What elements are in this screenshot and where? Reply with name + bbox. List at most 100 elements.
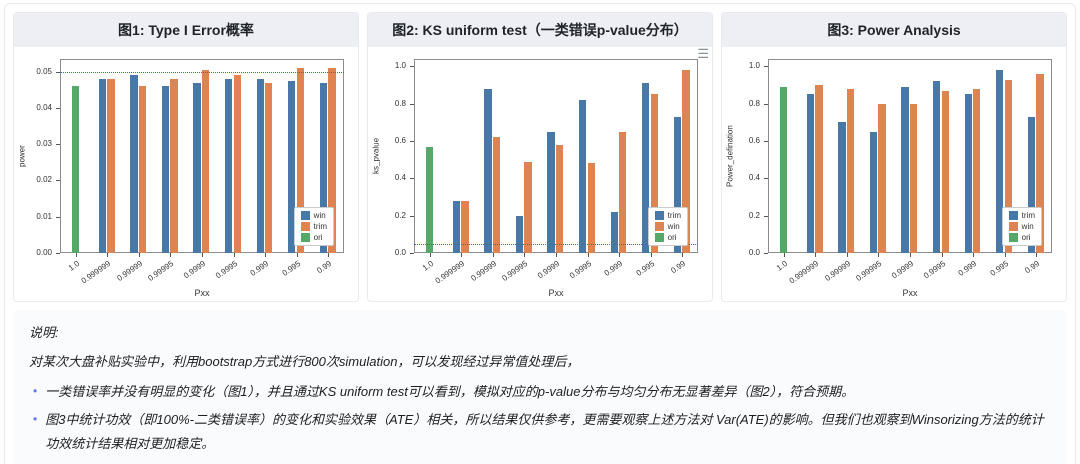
fig1-chart: 0.00 0.01 0.02 0.03 0.04 0.05 1.0 0.999999 0.999… <box>14 47 358 301</box>
note-bullet-1: • 一类错误率并没有明显的变化（图1），并且通过KS uniform test可… <box>29 380 1051 404</box>
y-tick-label: 0.05 <box>36 66 52 76</box>
bar-trim <box>138 86 147 253</box>
bar-win <box>492 137 501 253</box>
legend: trim win ori <box>647 207 688 246</box>
bar-win <box>319 82 327 253</box>
x-tick-mark <box>1004 253 1006 257</box>
x-tick-mark <box>973 253 975 257</box>
bar-win <box>461 200 469 253</box>
legend-label-win: win <box>1021 222 1034 231</box>
legend-label-ori: ori <box>1021 233 1031 242</box>
x-tick-mark <box>783 253 785 257</box>
bar-trim <box>170 78 178 253</box>
bar-win <box>910 103 918 253</box>
bar-win <box>650 94 658 253</box>
bullet-dot-icon: • <box>33 412 38 427</box>
panel-fig3: 图3: Power Analysis 0.0 0.2 0.4 0.6 0.8 1.0 1.0… <box>721 12 1067 302</box>
menu-icon[interactable]: ☰ <box>697 47 709 61</box>
y-tick-mark <box>56 180 60 182</box>
bar-trim <box>452 200 461 253</box>
x-tick-mark <box>1036 253 1038 257</box>
bar-win <box>1004 79 1012 253</box>
bar-win <box>161 86 170 253</box>
legend-label-trim: trim <box>1021 211 1035 220</box>
note-bullet-1-text: 一类错误率并没有明显的变化（图1），并且通过KS uniform test可以看… <box>45 384 855 399</box>
y-tick-mark <box>410 253 414 254</box>
bar-win <box>288 80 296 253</box>
x-tick-mark <box>846 253 848 257</box>
x-tick-mark <box>429 253 431 257</box>
legend-swatch-trim <box>300 222 310 231</box>
y-tick-label: 0.04 <box>36 102 52 112</box>
fig2-title: 图2: KS uniform test（一类错误p-value分布） <box>368 13 712 47</box>
legend-item-win: win <box>300 211 327 220</box>
bar-win <box>682 70 690 253</box>
y-tick-mark <box>56 107 60 109</box>
y-tick-mark <box>764 253 768 254</box>
bar-win <box>973 88 981 253</box>
notes-intro: 对某次大盘补贴实验中，利用bootstrap方式进行800次simulation… <box>29 354 580 369</box>
fig2-chart: ☰ 0.0 0.2 0.4 0.6 0.8 1.0 1.0 0.999999 0.99999 0.… <box>368 47 712 301</box>
y-tick-label: 0.01 <box>36 211 52 221</box>
y-tick-label: 0.02 <box>36 175 52 185</box>
bar-ori <box>779 86 787 253</box>
bar-trim <box>642 83 650 253</box>
x-tick-mark <box>650 253 652 257</box>
x-tick-mark <box>265 253 267 257</box>
reference-line <box>60 71 344 73</box>
legend-label-win: win <box>313 211 326 220</box>
legend-label-win: win <box>667 222 680 231</box>
y-tick-mark <box>764 66 768 68</box>
legend-swatch-ori <box>1008 233 1018 242</box>
x-tick-mark <box>202 253 203 257</box>
legend-swatch-trim <box>654 211 664 220</box>
bar-win <box>619 131 627 253</box>
bar-trim <box>1027 116 1035 253</box>
x-tick-mark <box>587 253 589 257</box>
x-tick-mark <box>107 253 109 257</box>
bar-win <box>941 90 949 253</box>
y-tick-mark <box>410 66 414 68</box>
y-tick-mark <box>56 253 60 254</box>
x-tick-mark <box>556 253 557 257</box>
x-tick-mark <box>619 253 621 257</box>
y-tick-mark <box>764 103 768 105</box>
bar-trim <box>296 68 304 253</box>
bar-win <box>878 103 886 253</box>
bar-win <box>556 144 564 253</box>
bar-trim <box>933 81 941 253</box>
legend-swatch-win <box>300 211 310 220</box>
legend-swatch-ori <box>300 233 310 242</box>
y-tick-mark <box>410 178 414 180</box>
y-tick-label: 0.8 <box>394 98 406 108</box>
bar-trim <box>996 70 1004 253</box>
note-bullet-2-text: 图3中统计功效（即100%-二类错误率）的变化和实验效果（ATE）相关，所以结果… <box>45 412 1044 452</box>
bar-ori <box>71 86 79 253</box>
bar-trim <box>328 68 336 253</box>
panel-fig1: 图1: Type I Error概率 0.00 0.01 0.02 0.03 0.04 0… <box>13 12 359 302</box>
x-tick-mark <box>878 253 880 257</box>
y-tick-label: 0.4 <box>394 173 406 183</box>
legend-item-win: win <box>654 222 681 231</box>
bar-trim <box>202 69 210 253</box>
legend-item-trim: trim <box>1008 211 1035 220</box>
fig3-chart: 0.0 0.2 0.4 0.6 0.8 1.0 1.0 0.999999 0.99999 0.99… <box>722 47 1066 301</box>
bar-trim <box>964 94 972 253</box>
legend-label-ori: ori <box>313 233 323 242</box>
legend-label-trim: trim <box>313 222 327 231</box>
bar-win <box>524 161 532 253</box>
y-axis-label: power <box>17 145 27 167</box>
y-tick-label: 1.0 <box>394 61 406 71</box>
legend: win trim ori <box>293 207 334 246</box>
y-tick-label: 0.2 <box>394 210 406 220</box>
legend-swatch-win <box>1008 222 1018 231</box>
x-axis-label: Pxx <box>902 288 918 298</box>
y-tick-label: 0.6 <box>748 136 760 146</box>
y-tick-mark <box>410 215 414 217</box>
bar-trim <box>869 131 878 253</box>
y-axis-label: Power_defination <box>725 125 735 187</box>
bar-trim <box>515 215 524 253</box>
x-tick-mark <box>170 253 172 257</box>
legend-swatch-ori <box>654 233 664 242</box>
bar-trim <box>265 82 273 253</box>
